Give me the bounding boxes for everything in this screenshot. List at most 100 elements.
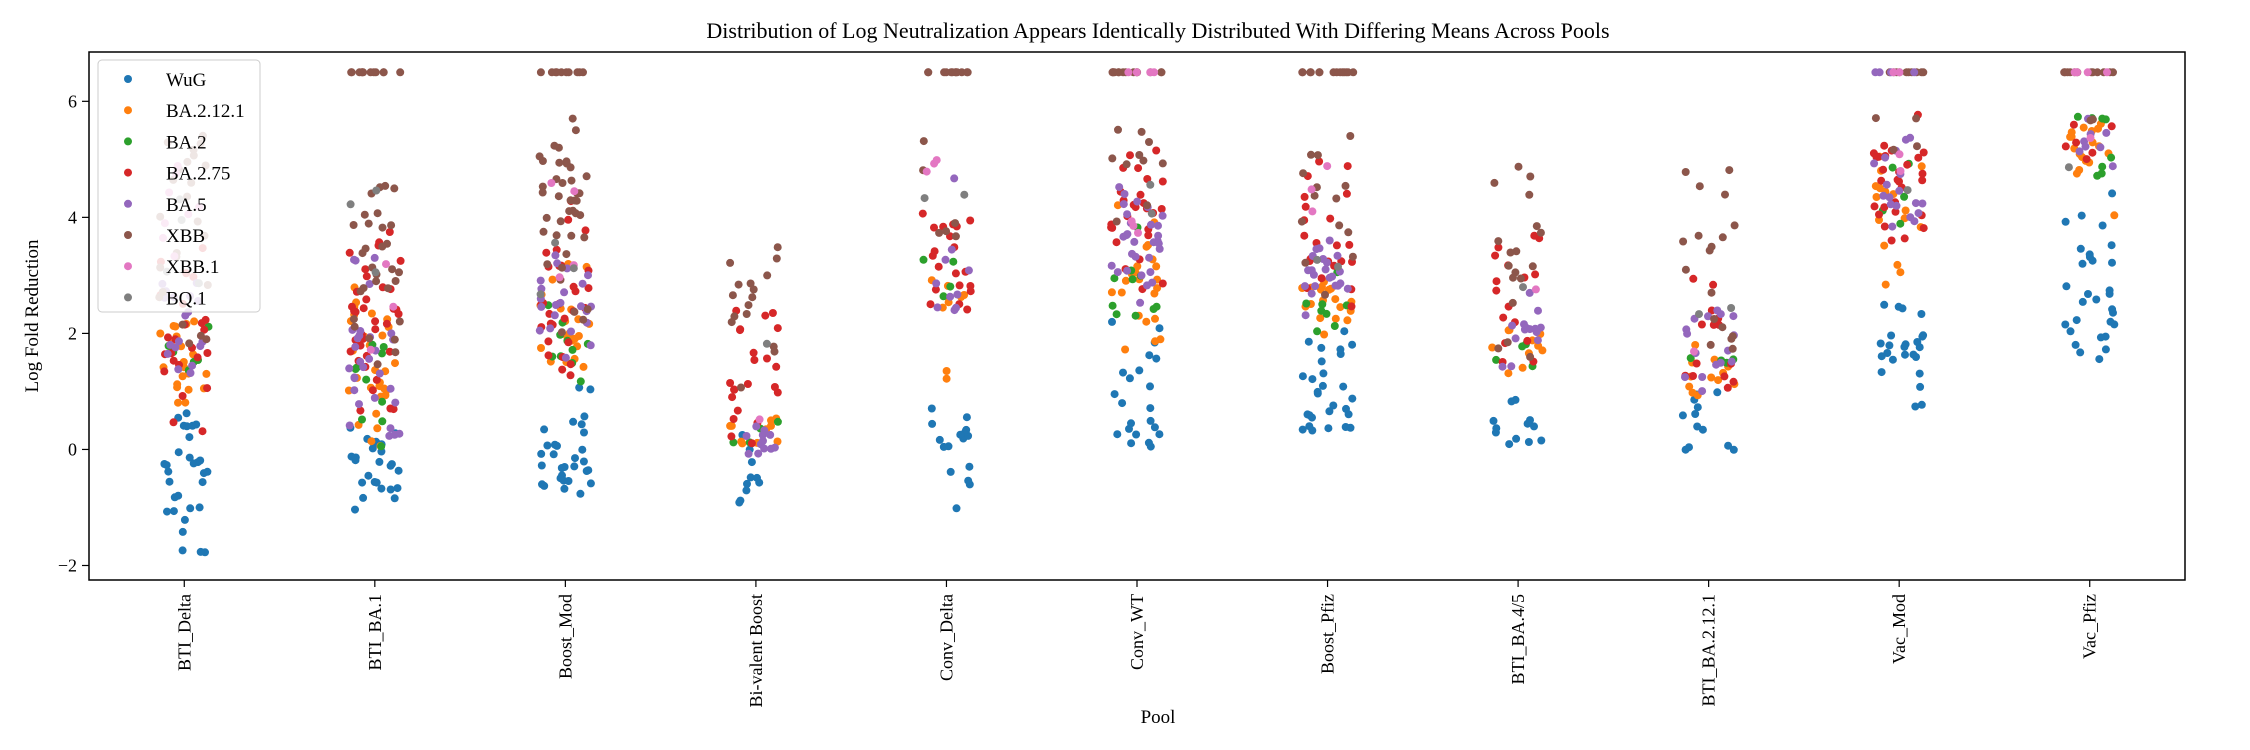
data-point xyxy=(1706,340,1715,349)
data-point xyxy=(919,255,928,264)
data-point xyxy=(1494,344,1503,353)
data-point xyxy=(1532,222,1541,231)
data-point xyxy=(1728,332,1737,341)
data-point xyxy=(583,305,592,314)
y-tick-label: 4 xyxy=(68,207,77,227)
data-point xyxy=(1344,68,1353,77)
y-tick-label: −2 xyxy=(58,555,77,575)
data-point xyxy=(1896,219,1905,228)
data-point xyxy=(196,547,205,556)
data-point xyxy=(1308,207,1317,216)
data-point xyxy=(1698,425,1707,434)
data-point xyxy=(1681,373,1689,382)
data-point xyxy=(1298,372,1307,381)
data-point xyxy=(555,158,564,167)
data-point xyxy=(1127,419,1135,428)
data-point xyxy=(2077,211,2086,220)
data-point xyxy=(1149,238,1158,247)
data-point xyxy=(963,305,972,314)
data-point xyxy=(351,342,360,351)
data-point xyxy=(557,464,566,472)
data-point xyxy=(1336,345,1345,354)
data-point xyxy=(557,328,566,337)
data-point xyxy=(747,439,756,448)
data-point xyxy=(1122,160,1131,169)
data-point xyxy=(1518,342,1527,351)
data-point xyxy=(1154,231,1163,240)
data-point xyxy=(1304,266,1313,275)
data-point xyxy=(551,68,560,77)
data-point xyxy=(1308,375,1317,384)
data-point xyxy=(1123,230,1132,239)
data-point xyxy=(564,68,573,77)
data-point xyxy=(364,219,373,228)
data-point xyxy=(562,250,571,259)
data-point xyxy=(380,384,389,393)
data-point xyxy=(582,467,591,475)
data-point xyxy=(536,68,545,77)
data-point xyxy=(586,479,595,488)
data-point xyxy=(1534,306,1542,315)
data-point xyxy=(747,458,756,467)
data-point xyxy=(1911,402,1920,411)
data-point xyxy=(1334,262,1342,271)
data-point xyxy=(1145,351,1154,360)
data-point xyxy=(1155,324,1164,333)
data-point xyxy=(551,238,560,247)
data-point xyxy=(391,398,400,407)
data-point xyxy=(1132,430,1141,439)
data-point xyxy=(946,282,955,291)
data-point xyxy=(1343,316,1352,325)
data-point xyxy=(544,337,553,346)
data-point xyxy=(2062,282,2071,291)
data-point xyxy=(1914,153,1923,162)
data-point xyxy=(365,354,374,363)
data-point xyxy=(1150,289,1159,298)
y-tick-label: 0 xyxy=(68,439,77,459)
data-point xyxy=(2109,308,2117,317)
data-point xyxy=(1306,68,1315,77)
data-point xyxy=(2108,258,2116,267)
data-point xyxy=(773,388,782,397)
data-point xyxy=(554,192,563,201)
data-point xyxy=(368,386,377,395)
data-point xyxy=(1499,313,1508,322)
data-point xyxy=(1301,202,1310,211)
data-point xyxy=(567,231,576,240)
data-point xyxy=(1679,237,1688,246)
data-point xyxy=(1154,221,1162,230)
data-point xyxy=(1113,430,1122,439)
x-tick-label: Conv_Delta xyxy=(936,594,956,681)
data-point xyxy=(1150,423,1159,432)
data-point xyxy=(370,253,379,262)
data-point xyxy=(955,281,964,290)
data-point xyxy=(163,507,171,516)
data-point xyxy=(1537,436,1546,445)
data-point xyxy=(1919,224,1928,233)
data-point xyxy=(185,453,194,462)
data-point xyxy=(382,260,390,269)
data-point xyxy=(180,515,189,524)
data-point xyxy=(1528,262,1537,271)
data-point xyxy=(1730,221,1739,230)
data-point xyxy=(163,349,172,358)
data-point xyxy=(733,406,742,415)
data-point xyxy=(540,481,549,490)
data-point xyxy=(2095,355,2104,364)
data-point xyxy=(1339,382,1348,391)
data-point xyxy=(1896,167,1905,175)
data-point xyxy=(537,449,546,458)
data-point xyxy=(768,309,777,317)
data-point xyxy=(1491,251,1500,260)
data-point xyxy=(760,444,769,453)
data-point xyxy=(174,398,182,407)
data-point xyxy=(386,424,395,433)
data-point xyxy=(181,311,190,320)
data-point xyxy=(182,409,191,418)
data-point xyxy=(1889,145,1898,154)
data-point xyxy=(185,433,194,442)
data-point xyxy=(1710,315,1719,323)
data-point xyxy=(2079,123,2088,132)
data-point xyxy=(1341,181,1350,190)
data-point xyxy=(1334,281,1342,290)
